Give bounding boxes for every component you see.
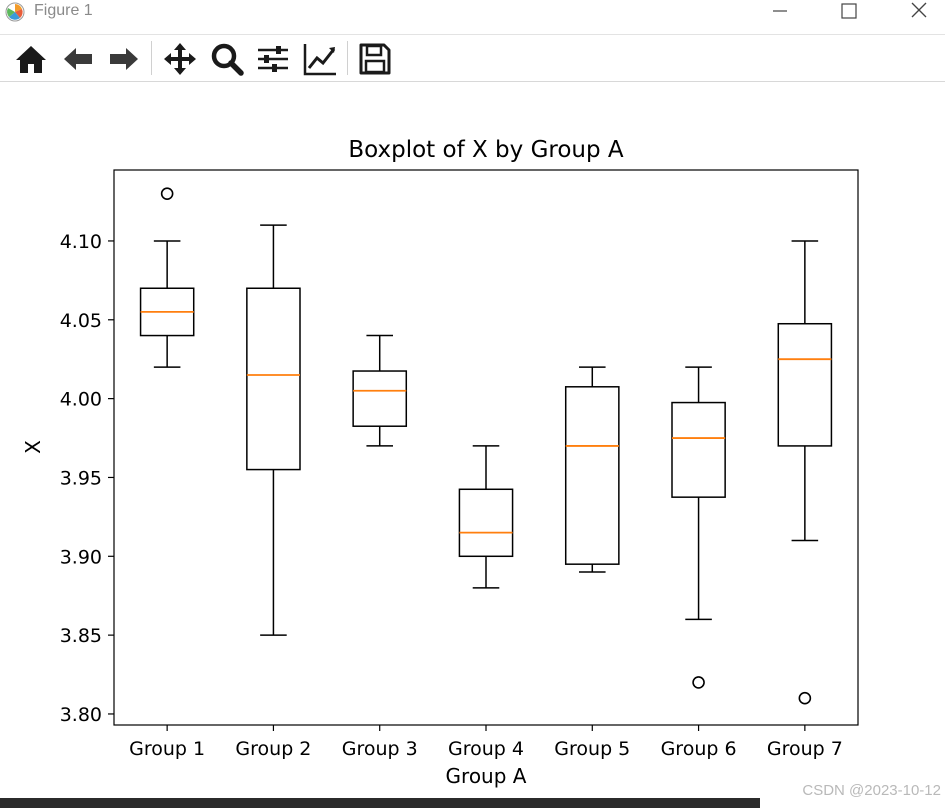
outlier-point xyxy=(160,187,174,200)
navigation-toolbar xyxy=(0,34,945,82)
configure-subplots-button[interactable] xyxy=(255,41,291,77)
save-button[interactable] xyxy=(357,41,393,77)
box-iqr xyxy=(352,370,408,427)
save-icon xyxy=(359,43,391,75)
pan-icon xyxy=(164,43,196,75)
y-tick-label: 4.05 xyxy=(60,310,102,332)
y-tick-label: 3.95 xyxy=(60,467,102,489)
box-iqr xyxy=(671,401,726,498)
toolbar-separator xyxy=(347,41,348,75)
outlier-point xyxy=(798,691,812,705)
box-iqr xyxy=(777,322,833,447)
watermark: CSDN @2023-10-12 xyxy=(802,782,941,799)
minimize-button[interactable] xyxy=(757,0,803,24)
x-tick-label: Group 5 xyxy=(554,738,630,760)
minimize-icon xyxy=(773,10,787,12)
figure-canvas: Boxplot of X by Group A Group A X 3.80 3.… xyxy=(0,83,945,795)
y-axis-label: X xyxy=(21,440,45,454)
matplotlib-icon xyxy=(5,2,25,22)
back-arrow-icon xyxy=(64,48,92,70)
boxplot-chart: Boxplot of X by Group A Group A X 3.80 3.… xyxy=(21,137,859,788)
window-title: Figure 1 xyxy=(34,2,93,19)
pan-button[interactable] xyxy=(162,41,198,77)
x-tick-label: Group 4 xyxy=(448,738,524,760)
box-iqr xyxy=(246,287,301,471)
home-button[interactable] xyxy=(13,41,49,77)
x-tick-label: Group 1 xyxy=(129,738,205,760)
x-tick-label: Group 3 xyxy=(342,738,418,760)
close-button[interactable] xyxy=(896,0,942,24)
toolbar-separator xyxy=(151,41,152,75)
taskbar-strip xyxy=(0,798,760,808)
y-tick-label: 3.80 xyxy=(60,704,102,726)
x-tick-label: Group 2 xyxy=(235,738,311,760)
configure-subplots-icon xyxy=(258,46,288,72)
box-iqr xyxy=(458,488,514,558)
home-icon xyxy=(16,46,46,73)
x-axis-label: Group A xyxy=(446,764,527,788)
edit-axis-button[interactable] xyxy=(302,41,338,77)
y-tick-label: 4.00 xyxy=(60,389,102,411)
outlier-point xyxy=(692,676,705,689)
edit-axis-icon xyxy=(303,44,336,76)
maximize-icon xyxy=(841,3,857,19)
zoom-icon xyxy=(211,43,244,76)
zoom-button[interactable] xyxy=(209,41,245,77)
chart-title: Boxplot of X by Group A xyxy=(348,137,624,163)
y-tick-label: 3.85 xyxy=(60,625,102,647)
window-titlebar: Figure 1 xyxy=(0,0,945,24)
y-tick-label: 4.10 xyxy=(60,231,102,253)
maximize-button[interactable] xyxy=(826,0,872,24)
x-tick-label: Group 7 xyxy=(767,738,843,760)
close-icon xyxy=(911,2,927,18)
forward-arrow-icon xyxy=(110,48,138,70)
forward-button[interactable] xyxy=(106,41,142,77)
x-tick-label: Group 6 xyxy=(661,738,737,760)
box-iqr xyxy=(564,386,620,565)
y-tick-label: 3.90 xyxy=(60,546,102,568)
back-button[interactable] xyxy=(60,41,96,77)
